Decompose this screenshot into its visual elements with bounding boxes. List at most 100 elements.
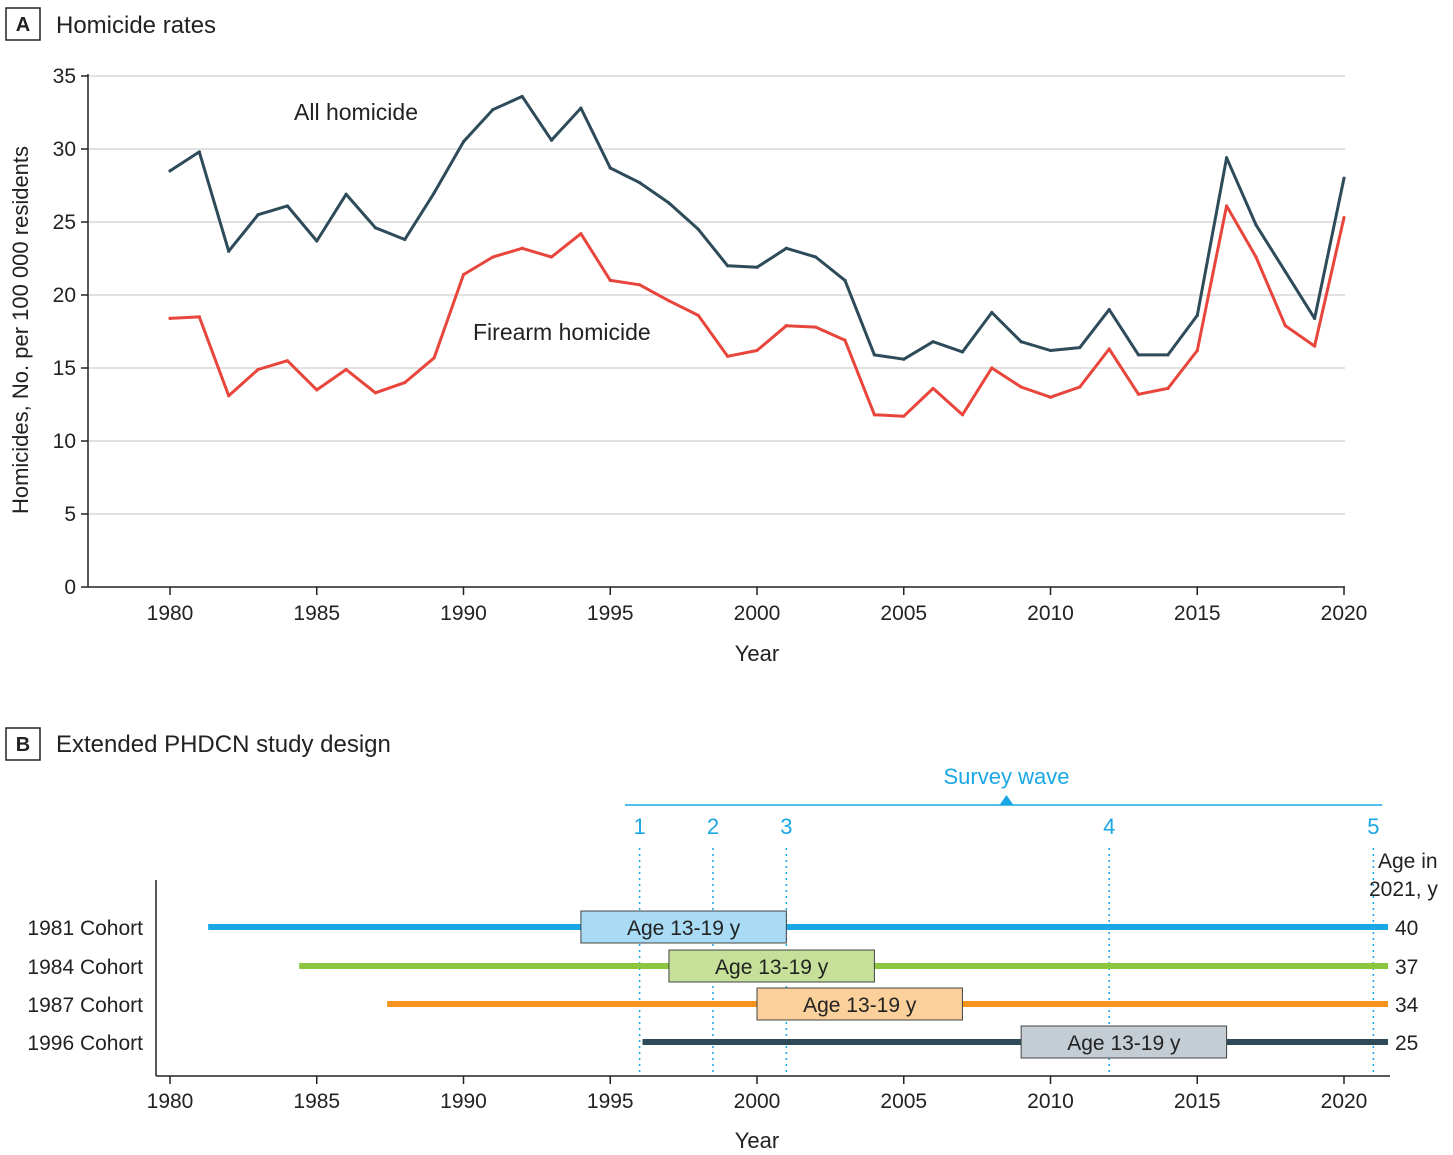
point-firearm-homicide-2004 <box>872 413 877 417</box>
point-firearm-homicide-1997 <box>667 299 671 303</box>
panel-a-y-ticks: 0 5 10 15 20 25 30 35 <box>53 65 88 599</box>
point-firearm-homicide-1989 <box>432 356 436 360</box>
panel-a-label: A <box>16 14 30 36</box>
point-all-homicide-1996 <box>638 180 642 185</box>
point-firearm-homicide-2009 <box>1019 385 1023 389</box>
point-firearm-homicide-1990 <box>461 272 466 277</box>
point-firearm-homicide-2002 <box>814 325 818 329</box>
x-tick-label-2015: 2015 <box>1174 602 1221 625</box>
point-all-homicide-1981 <box>197 150 201 154</box>
cohort-age-2021-1987: 34 <box>1395 994 1419 1017</box>
y-tick-label-10: 10 <box>53 430 76 453</box>
point-all-homicide-2008 <box>990 310 994 315</box>
point-firearm-homicide-2003 <box>843 338 847 342</box>
point-firearm-homicide-1993 <box>549 255 554 259</box>
y-tick-label-0: 0 <box>64 576 76 599</box>
x-tick-label-1995: 1995 <box>587 602 634 625</box>
cohort-age-window-1981 <box>580 910 787 944</box>
panel-b-label-box <box>5 727 41 761</box>
x-tick-label-2020: 2020 <box>1321 602 1368 625</box>
age-header-line-1: Age in <box>1378 850 1438 873</box>
point-firearm-homicide-1992 <box>520 246 524 250</box>
point-all-homicide-2006 <box>931 340 935 344</box>
series-all-homicide-line <box>169 94 1346 361</box>
point-all-homicide-1984 <box>285 204 289 208</box>
point-all-homicide-2004 <box>872 353 877 357</box>
point-all-homicide-1987 <box>373 226 378 230</box>
point-firearm-homicide-2019 <box>1313 344 1317 348</box>
point-all-homicide-2016 <box>1225 156 1229 160</box>
point-firearm-homicide-1988 <box>403 381 407 385</box>
point-firearm-homicide-2011 <box>1078 385 1082 389</box>
survey-wave-title: Survey wave <box>943 764 1069 789</box>
cohort-label-1984: 1984 Cohort <box>27 956 143 979</box>
point-firearm-homicide-2013 <box>1136 392 1141 396</box>
point-firearm-homicide-1998 <box>696 313 700 318</box>
y-tick-label-20: 20 <box>53 284 76 307</box>
point-firearm-homicide-1991 <box>491 255 495 259</box>
series-firearm-homicide-label: Firearm homicide <box>473 319 651 345</box>
point-firearm-homicide-2000 <box>755 348 759 353</box>
b-x-tick-label-1995: 1995 <box>587 1090 634 1113</box>
point-all-homicide-1983 <box>256 213 260 217</box>
point-all-homicide-2020 <box>1342 176 1346 180</box>
panel-a-title: Homicide rates <box>56 12 216 39</box>
point-firearm-homicide-1987 <box>373 391 378 395</box>
point-firearm-homicide-2020 <box>1342 216 1346 220</box>
point-firearm-homicide-2007 <box>960 413 965 417</box>
panel-b-x-axis-title: Year <box>735 1128 779 1153</box>
panel-b-label: B <box>16 734 30 756</box>
point-firearm-homicide-1996 <box>638 283 642 287</box>
point-all-homicide-2010 <box>1048 348 1053 353</box>
point-all-homicide-1999 <box>726 264 730 268</box>
y-tick-label-5: 5 <box>64 503 76 526</box>
b-x-tick-label-1985: 1985 <box>293 1090 340 1113</box>
point-all-homicide-1985 <box>315 239 319 243</box>
series-firearm-homicide-points <box>168 204 1346 418</box>
wave-label-3: 3 <box>780 814 792 839</box>
point-all-homicide-1995 <box>608 166 612 170</box>
point-all-homicide-1993 <box>549 138 554 142</box>
cohort-age-window-1987 <box>756 987 963 1021</box>
cohort-age-window-1996 <box>1020 1025 1228 1059</box>
point-all-homicide-2014 <box>1166 353 1170 357</box>
panel-a-label-box <box>5 7 41 41</box>
point-firearm-homicide-1995 <box>608 278 612 282</box>
cohort-age-window-label-1984: Age 13-19 y <box>715 956 829 979</box>
point-firearm-homicide-2010 <box>1048 395 1053 399</box>
x-tick-label-1980: 1980 <box>147 602 194 625</box>
cohort-row-1981: 1981 Cohort Age 13-19 y 40 <box>27 910 1418 944</box>
cohort-label-1981: 1981 Cohort <box>27 917 143 940</box>
x-tick-label-1990: 1990 <box>440 602 487 625</box>
survey-waves: 1 2 3 4 5 <box>633 814 1379 1076</box>
panel-a-x-ticks: 1980 1985 1990 1995 2000 2005 2010 2015 2020 <box>147 587 1368 625</box>
cohort-label-1987: 1987 Cohort <box>27 994 143 1017</box>
point-all-homicide-2012 <box>1107 308 1111 312</box>
point-firearm-homicide-2016 <box>1225 204 1229 208</box>
cohort-age-2021-1981: 40 <box>1395 917 1418 940</box>
cohort-label-1996: 1996 Cohort <box>27 1032 143 1055</box>
point-all-homicide-1998 <box>696 227 700 231</box>
panel-a-y-axis-title: Homicides, No. per 100 000 residents <box>8 146 33 514</box>
point-firearm-homicide-1980 <box>168 316 172 320</box>
point-all-homicide-1988 <box>403 237 407 242</box>
point-firearm-homicide-1984 <box>285 359 289 363</box>
y-tick-label-25: 25 <box>53 211 76 234</box>
panel-a-gridlines <box>88 75 1345 515</box>
wave-label-5: 5 <box>1367 814 1379 839</box>
y-tick-label-15: 15 <box>53 357 76 380</box>
b-x-tick-label-2000: 2000 <box>734 1090 781 1113</box>
point-all-homicide-1980 <box>168 169 172 173</box>
x-tick-label-2010: 2010 <box>1027 602 1074 625</box>
series-all-homicide-points <box>168 94 1346 361</box>
point-firearm-homicide-2015 <box>1195 348 1199 353</box>
point-firearm-homicide-2017 <box>1254 255 1258 259</box>
point-all-homicide-1991 <box>491 107 495 112</box>
point-firearm-homicide-2006 <box>931 386 935 391</box>
cohort-age-window-label-1996: Age 13-19 y <box>1067 1032 1181 1055</box>
point-firearm-homicide-1985 <box>315 388 319 392</box>
point-all-homicide-1994 <box>579 106 583 110</box>
point-all-homicide-2003 <box>843 278 847 282</box>
point-all-homicide-1989 <box>432 191 436 195</box>
